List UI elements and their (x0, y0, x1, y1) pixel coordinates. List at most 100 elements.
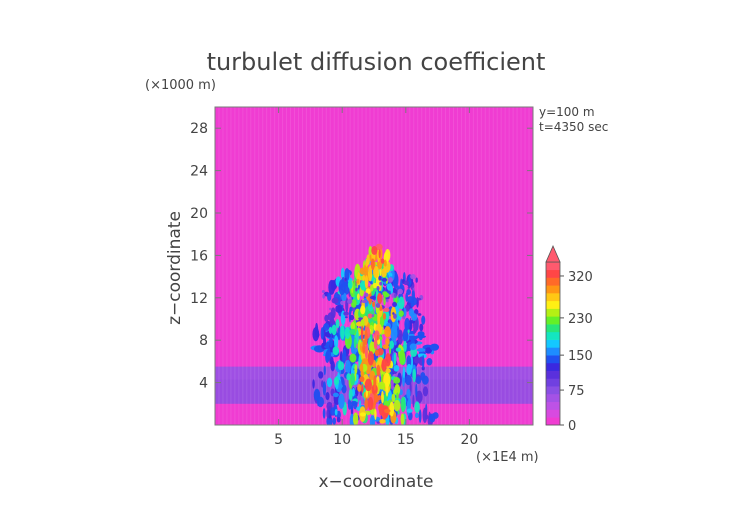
plume-cell (405, 292, 409, 302)
plume-cell (330, 407, 336, 416)
plume-cell (390, 325, 398, 342)
plume-cell (359, 412, 366, 417)
plume-cell (415, 277, 418, 283)
plume-cell (389, 401, 395, 417)
colorbar-tick-label: 320 (568, 270, 593, 285)
plume-cell (325, 349, 332, 361)
colorbar: 0 75 150 230 320 (545, 245, 593, 434)
y-tick-label: 8 (199, 333, 208, 349)
plume-cell (349, 353, 357, 363)
plume-cell (317, 396, 324, 408)
plume-cell (371, 245, 378, 255)
plume-cell (329, 307, 332, 311)
plume-cell (338, 279, 346, 296)
plume-cell (362, 339, 366, 354)
plume-cell (393, 313, 397, 319)
plume-cell (350, 400, 358, 406)
plume-cell (393, 364, 400, 372)
plume-cell (419, 323, 424, 332)
plume-cell (367, 396, 374, 411)
plume-cell (418, 333, 423, 341)
plume-cell (364, 292, 369, 298)
plume-cell (357, 293, 360, 301)
y-tick-label: 20 (190, 206, 208, 222)
plume-cell (390, 285, 394, 295)
plume-cell (415, 383, 418, 398)
plume-cell (328, 326, 333, 334)
colorbar-segment (546, 300, 560, 309)
plume-cell (359, 376, 365, 383)
plume-cell (370, 284, 374, 292)
plume-cell (338, 393, 345, 409)
plume-cell (400, 396, 406, 413)
plume-cell (393, 352, 397, 366)
plume-cell (364, 275, 369, 289)
y-tick-label: 4 (199, 376, 208, 392)
plume-cell (365, 258, 369, 267)
plume-field (310, 243, 440, 425)
colorbar-segment (546, 262, 560, 271)
plume-cell (385, 381, 389, 397)
plume-cell (331, 324, 337, 336)
plume-cell (381, 268, 387, 278)
plume-cell (349, 328, 356, 335)
plume-cell (347, 280, 353, 289)
plume-cell (353, 337, 357, 349)
plume-cell (381, 390, 384, 404)
annotation-y: y=100 m (539, 105, 595, 119)
plume-cell (364, 329, 368, 346)
plume-cell (332, 392, 339, 398)
plume-cell (407, 286, 411, 289)
plume-cell (403, 340, 407, 353)
plume-cell (330, 307, 336, 319)
plume-cell (393, 377, 401, 384)
plume-cell (368, 245, 373, 258)
colorbar-segment (546, 386, 560, 395)
colorbar-segment (546, 277, 560, 286)
colorbar-segment (546, 362, 560, 371)
plume-cell (357, 384, 362, 392)
plume-cell (332, 417, 337, 425)
plume-cell (349, 306, 353, 312)
plume-cell (344, 277, 347, 281)
colorbar-tick-label: 230 (568, 312, 593, 327)
plume-cell (383, 307, 390, 312)
plume-cell (391, 393, 396, 403)
plume-cell (376, 286, 380, 291)
plume-cell (406, 388, 411, 399)
colorbar-segment (546, 339, 560, 348)
plume-cell (383, 295, 386, 306)
colorbar-tick-label: 150 (568, 349, 593, 364)
plume-cell (373, 375, 377, 391)
plume-cell (385, 337, 390, 346)
plume-cell (318, 371, 324, 379)
plume-cell (409, 343, 417, 351)
plume-cell (320, 327, 324, 340)
plume-cell (412, 394, 415, 408)
plume-cell (348, 388, 353, 401)
plume-cell (312, 379, 315, 389)
colorbar-tick-label: 75 (568, 384, 585, 399)
plume-cell (359, 267, 366, 275)
plume-cell (412, 287, 415, 291)
plume-cell (370, 258, 375, 271)
plume-cell (314, 322, 319, 338)
y-axis-label: z−coordinate (165, 211, 185, 325)
plume-cell (394, 340, 397, 346)
plume-cell (393, 282, 398, 290)
colorbar-segment (546, 347, 560, 356)
plume-cell (321, 289, 325, 294)
colorbar-extend-arrow (545, 245, 561, 263)
plume-cell (376, 364, 381, 377)
colorbar-segment (546, 417, 560, 426)
colorbar-segment (546, 393, 560, 403)
plume-cell (347, 299, 353, 304)
plume-cell (422, 386, 429, 397)
plume-cell (344, 268, 350, 281)
plume-cell (334, 408, 338, 416)
plume-cell (328, 279, 335, 295)
colorbar-segment (546, 269, 560, 278)
plume-cell (410, 300, 415, 308)
plume-cell (385, 298, 389, 303)
plume-cell (369, 295, 376, 300)
